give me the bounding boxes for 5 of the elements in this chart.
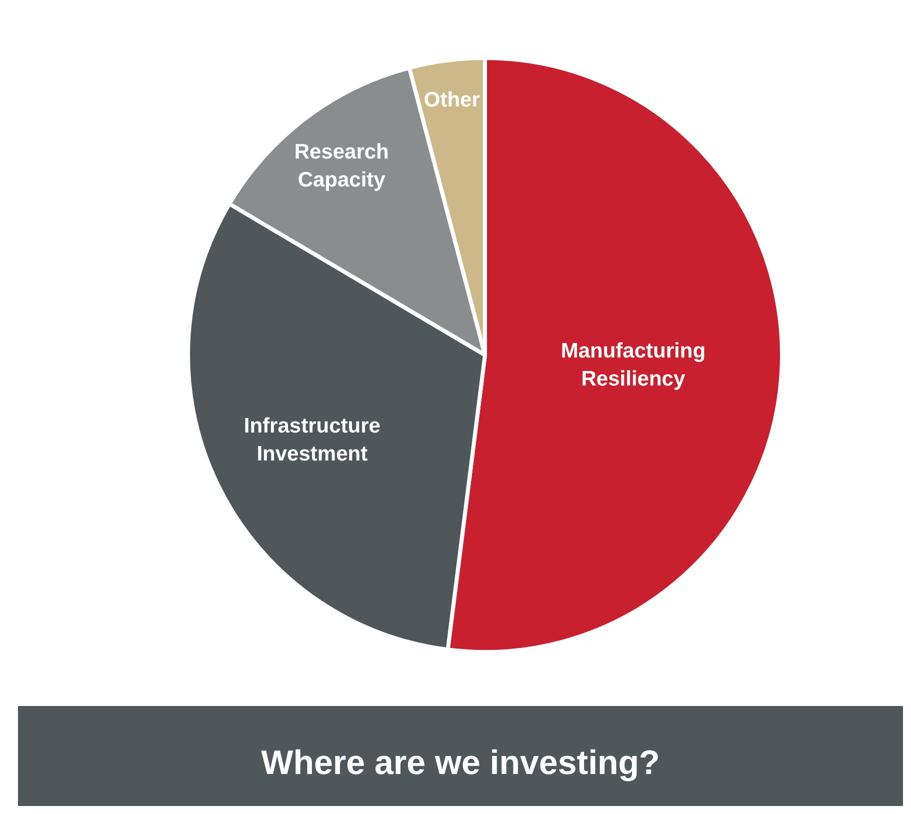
slice-label: Research Capacity	[294, 140, 389, 192]
text: Where are we investing?	[261, 744, 660, 782]
slice-label: Manufacturing Resiliency	[560, 339, 706, 390]
slice-label: Other	[424, 88, 480, 112]
slice-label: Infrastructure Investment	[244, 414, 380, 466]
